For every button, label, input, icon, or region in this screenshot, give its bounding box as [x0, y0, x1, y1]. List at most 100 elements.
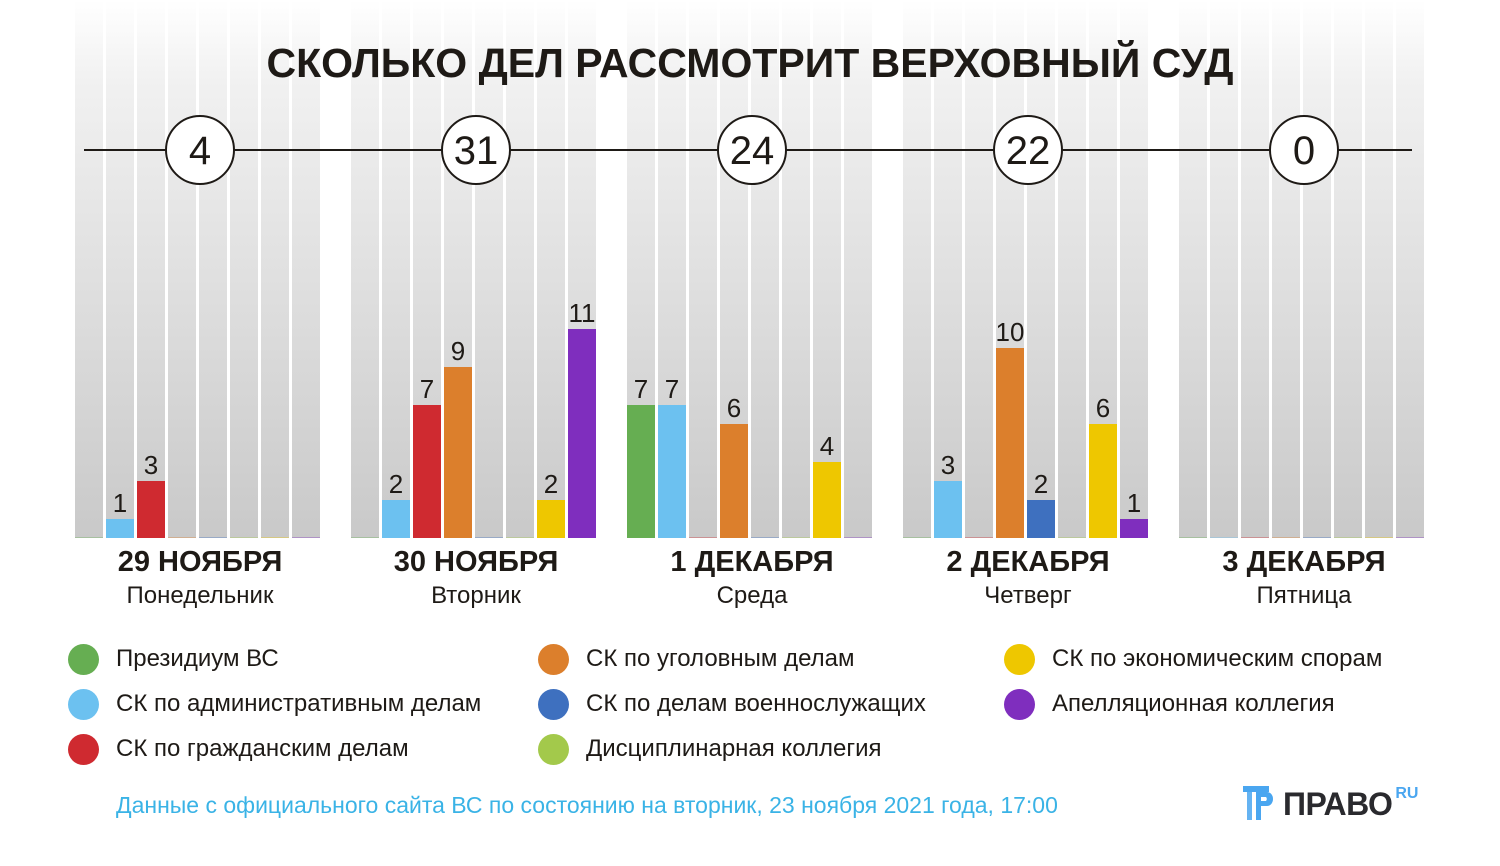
background-column	[537, 0, 565, 538]
bar-baseline	[199, 537, 227, 538]
background-column	[1272, 0, 1300, 538]
bar	[720, 424, 748, 538]
bar-value-label: 3	[941, 450, 955, 480]
bar-baseline	[1179, 537, 1207, 538]
pravo-logo-icon	[1243, 786, 1273, 820]
background-column	[1120, 0, 1148, 538]
bars	[106, 329, 1148, 538]
legend-swatch	[538, 643, 569, 675]
legend-item: СК по административным делам	[68, 687, 481, 721]
legend-label: Президиум ВС	[116, 645, 279, 672]
day-total-value: 0	[1293, 129, 1315, 173]
bar	[1027, 500, 1055, 538]
background-column	[1396, 0, 1424, 538]
bar	[658, 405, 686, 538]
day-total-circle	[165, 115, 235, 185]
legend-swatch	[68, 733, 99, 765]
day-weekday-label: Среда	[716, 582, 788, 609]
bar-baseline	[844, 537, 872, 538]
bar	[568, 329, 596, 538]
bar-baseline	[751, 537, 779, 538]
legend-swatch	[68, 643, 99, 675]
bar-value-label: 1	[113, 488, 127, 518]
day-date-label: 1 ДЕКАБРЯ	[670, 546, 834, 578]
bar-baseline	[782, 537, 810, 538]
legend-item: СК по уголовным делам	[538, 642, 855, 676]
bar-value-label: 7	[665, 374, 679, 404]
bar-value-label: 2	[1034, 469, 1048, 499]
bar-value-label: 2	[544, 469, 558, 499]
bar	[934, 481, 962, 538]
background-column	[844, 0, 872, 538]
bar-baseline	[1365, 537, 1393, 538]
legend-label: СК по административным делам	[116, 690, 482, 717]
day-totals: 4 31 24 22 0	[165, 115, 1339, 185]
bar-baseline	[965, 537, 993, 538]
bar-baseline	[168, 537, 196, 538]
background-column	[903, 0, 931, 538]
day-weekday-label: Пятница	[1256, 582, 1352, 609]
background-column	[351, 0, 379, 538]
day-total-value: 22	[1006, 129, 1051, 173]
bar-value-label: 2	[389, 469, 403, 499]
bar-baseline	[1396, 537, 1424, 538]
legend-label: СК по уголовным делам	[586, 645, 855, 672]
logo-suffix: RU	[1395, 785, 1419, 802]
bar	[627, 405, 655, 538]
bar	[537, 500, 565, 538]
background-columns	[75, 0, 1424, 538]
legend-label: СК по делам военнослужащих	[586, 690, 926, 717]
background-column	[475, 0, 503, 538]
background-column	[1210, 0, 1238, 538]
day-total-value: 31	[454, 129, 499, 173]
bar	[382, 500, 410, 538]
background-column	[1334, 0, 1362, 538]
background-column	[1058, 0, 1086, 538]
bar-baseline	[75, 537, 103, 538]
day-weekday-label: Понедельник	[126, 582, 274, 609]
pravo-logo[interactable]: ПРАВО RU	[1243, 784, 1418, 824]
bar-baseline	[1272, 537, 1300, 538]
background-column	[751, 0, 779, 538]
legend-item: СК по делам военнослужащих	[538, 687, 926, 721]
background-column	[506, 0, 534, 538]
legend-label: СК по экономическим спорам	[1052, 645, 1383, 672]
background-column	[137, 0, 165, 538]
legend-label: Апелляционная коллегия	[1052, 690, 1335, 717]
legend-item: Дисциплинарная коллегия	[538, 732, 882, 766]
bar-baseline	[1058, 537, 1086, 538]
legend-label: Дисциплинарная коллегия	[586, 735, 882, 762]
background-column	[1365, 0, 1393, 538]
logo-text: ПРАВО	[1283, 786, 1393, 822]
bar	[413, 405, 441, 538]
day-total-circle	[717, 115, 787, 185]
bar	[1089, 424, 1117, 538]
bar	[996, 348, 1024, 538]
legend-swatch	[1004, 643, 1035, 675]
day-weekday-label: Вторник	[431, 582, 521, 609]
background-column	[965, 0, 993, 538]
background-column	[1179, 0, 1207, 538]
background-column	[689, 0, 717, 538]
day-date-label: 3 ДЕКАБРЯ	[1222, 546, 1386, 578]
legend-label: СК по гражданским делам	[116, 735, 409, 762]
legend-item: СК по гражданским делам	[68, 732, 409, 766]
background-column	[199, 0, 227, 538]
background-column	[1027, 0, 1055, 538]
day-total-circle	[1269, 115, 1339, 185]
day-total-circle	[441, 115, 511, 185]
day-total-value: 4	[189, 129, 211, 173]
bar-baseline	[230, 537, 258, 538]
bar-baseline	[1241, 537, 1269, 538]
bar-baseline	[261, 537, 289, 538]
background-column	[261, 0, 289, 538]
bar	[106, 519, 134, 538]
legend-swatch	[538, 688, 569, 720]
day-total-circle	[993, 115, 1063, 185]
background-column	[1241, 0, 1269, 538]
bar-value-label: 7	[634, 374, 648, 404]
bar-value-label: 9	[451, 336, 465, 366]
bar-baseline	[292, 537, 320, 538]
day-date-label: 29 НОЯБРЯ	[117, 546, 283, 578]
